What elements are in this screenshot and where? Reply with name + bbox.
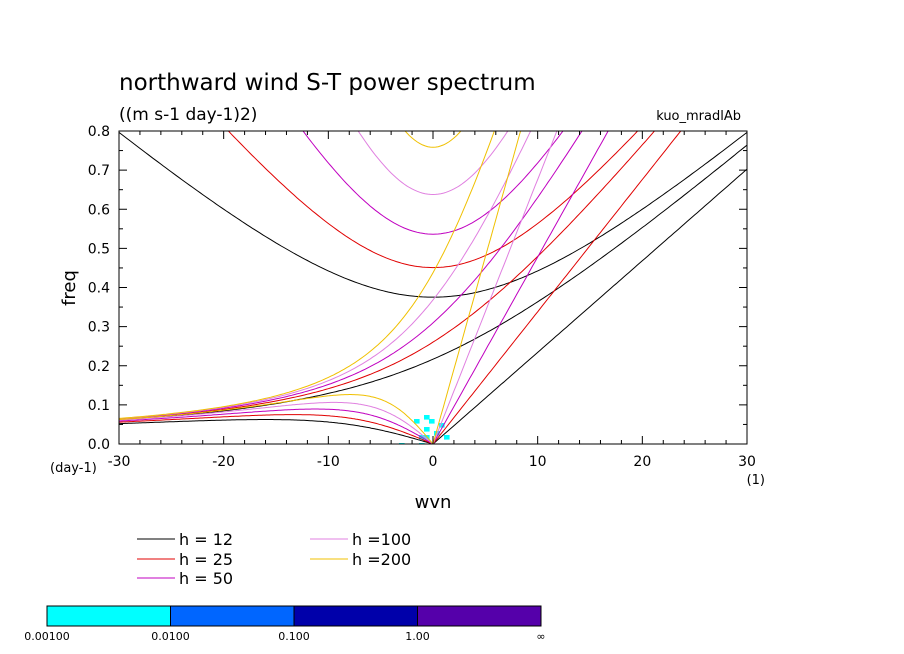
x-unit-label: (1) [747,473,765,488]
chart-title: northward wind S-T power spectrum [119,70,536,96]
colorbar-label: ∞ [536,630,545,643]
colorbar-swatch [46,605,171,627]
colorbar-label: 0.100 [278,630,310,643]
kelvin-curve [432,131,558,444]
inertia-gravity-curve [404,131,462,148]
colorbar-label: 0.0100 [151,630,190,643]
kelvin-curve [432,168,747,444]
power-cell [429,419,435,424]
colorbar-label: 0.00100 [24,630,70,643]
x-axis-ticks: -30 -20 -10 0 10 20 30 [108,131,756,470]
y-tick-label: 0.7 [88,163,110,179]
chart-annotation: kuo_mradlAb [656,109,741,124]
kelvin-curve [432,131,522,444]
power-cell [424,415,430,420]
power-cell [439,423,445,428]
mixed-rossby-gravity-curve [119,144,747,421]
x-tick-label: 10 [529,454,547,470]
mixed-rossby-gravity-curve [119,131,495,419]
y-unit-label: (day-1) [50,461,97,476]
y-axis-ticks: 0.0 0.1 0.2 0.3 0.4 0.5 0.6 0.7 0.8 [88,124,747,453]
power-field [399,415,450,444]
y-tick-label: 0.0 [88,437,110,453]
legend-label: h =200 [352,550,411,569]
inertia-gravity-curve [357,131,509,196]
y-tick-label: 0.4 [88,281,110,297]
mixed-rossby-gravity-curve [119,131,656,420]
inertia-gravity-curve [302,131,564,235]
x-tick-label: 0 [429,454,438,470]
legend-label: h = 25 [179,550,233,569]
rossby-curve [119,408,433,444]
power-cell [424,427,430,432]
x-tick-label: -20 [212,454,235,470]
colorbar: 0.00100 0.0100 0.100 1.00 ∞ [24,605,546,643]
inertia-gravity-curve [227,131,639,269]
y-tick-label: 0.8 [88,124,110,140]
y-tick-label: 0.5 [88,241,110,257]
legend-label: h = 50 [179,569,233,588]
rossby-curve [119,414,433,444]
y-tick-label: 0.3 [88,320,110,336]
y-tick-label: 0.6 [88,202,110,218]
rossby-curve [119,401,433,444]
y-axis-label: freq [59,270,80,306]
x-tick-label: 30 [738,454,756,470]
legend-label: h =100 [352,530,411,549]
kelvin-curve [432,131,609,444]
chart-subtitle: ((m s-1 day-1)2) [119,105,257,125]
rossby-curve [119,419,433,444]
y-tick-label: 0.1 [88,398,110,414]
y-tick-label: 0.2 [88,359,110,375]
power-cell [414,419,420,424]
inertia-gravity-curve [119,132,747,298]
colorbar-swatch [170,605,295,627]
rossby-curve [119,394,433,444]
dispersion-curves [119,131,747,444]
mixed-rossby-gravity-curve [119,131,532,420]
x-tick-label: -30 [108,454,131,470]
x-axis-label: wvn [415,492,452,513]
x-tick-label: -10 [317,454,340,470]
colorbar-swatch [417,605,542,627]
colorbar-label: 1.00 [405,630,430,643]
power-cell [444,435,450,440]
x-tick-label: 20 [633,454,651,470]
plot-frame [118,130,748,445]
kelvin-curve [432,131,682,444]
legend-label: h = 12 [179,530,233,549]
colorbar-swatch [293,605,418,627]
mixed-rossby-gravity-curve [119,131,583,420]
